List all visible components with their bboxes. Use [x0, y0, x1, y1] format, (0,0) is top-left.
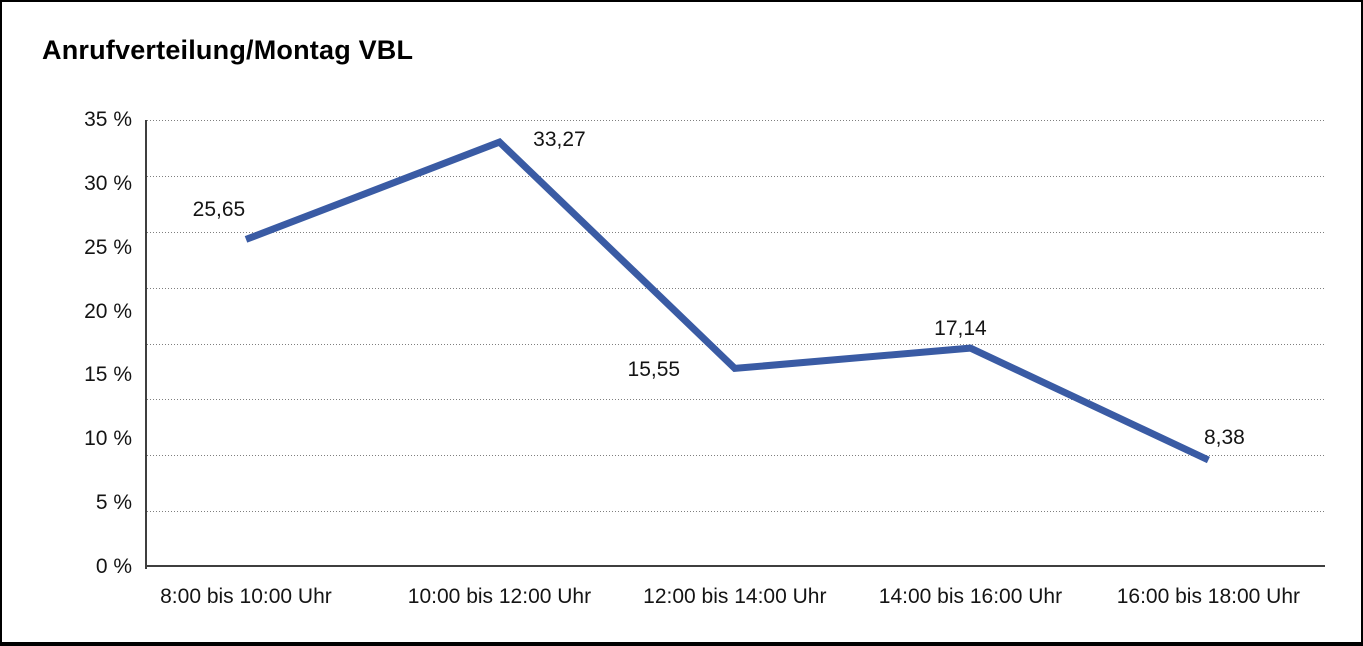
x-axis-line: [145, 565, 1325, 567]
data-label: 15,55: [627, 358, 681, 382]
gridline: [147, 511, 1325, 513]
y-tick-label: 35 %: [84, 108, 132, 131]
chart-title: Anrufverteilung/Montag VBL: [42, 35, 414, 65]
y-tick-label: 25 %: [84, 235, 132, 259]
gridline: [147, 287, 1325, 289]
y-tick-label: 15 %: [84, 363, 132, 387]
gridline: [147, 399, 1325, 401]
gridline: [147, 175, 1325, 177]
gridline: [147, 343, 1325, 345]
y-tick-label: 30 %: [84, 171, 132, 195]
y-tick-label: 10 %: [84, 427, 132, 451]
x-tick-label: 12:00 bis 14:00 Uhr: [643, 585, 827, 608]
x-tick-label: 8:00 bis 10:00 Uhr: [160, 585, 332, 608]
gridline: [147, 455, 1325, 457]
x-tick-label: 10:00 bis 12:00 Uhr: [407, 585, 592, 608]
y-tick-label: 5 %: [95, 491, 132, 515]
data-label: 25,65: [192, 198, 246, 222]
y-tick-label: 20 %: [84, 299, 132, 323]
data-label: 8,38: [1203, 425, 1245, 449]
line-series-svg: [244, 138, 1210, 464]
gridline: [147, 231, 1325, 233]
data-label: 17,14: [934, 317, 987, 341]
y-axis-line: [145, 120, 147, 569]
plot-area: 35 % 30 % 25 % 20 % 15 % 10 % 5 % 0 % 8:00 bis …: [84, 108, 1325, 608]
gridline: [147, 120, 1325, 121]
data-label: 33,27: [533, 128, 586, 152]
x-tick-label: 14:00 bis 16:00 Uhr: [878, 585, 1063, 608]
data-line: [244, 138, 1210, 464]
y-tick-label: 0 %: [95, 555, 132, 578]
x-tick-label: 16:00 bis 18:00 Uhr: [1116, 585, 1301, 608]
